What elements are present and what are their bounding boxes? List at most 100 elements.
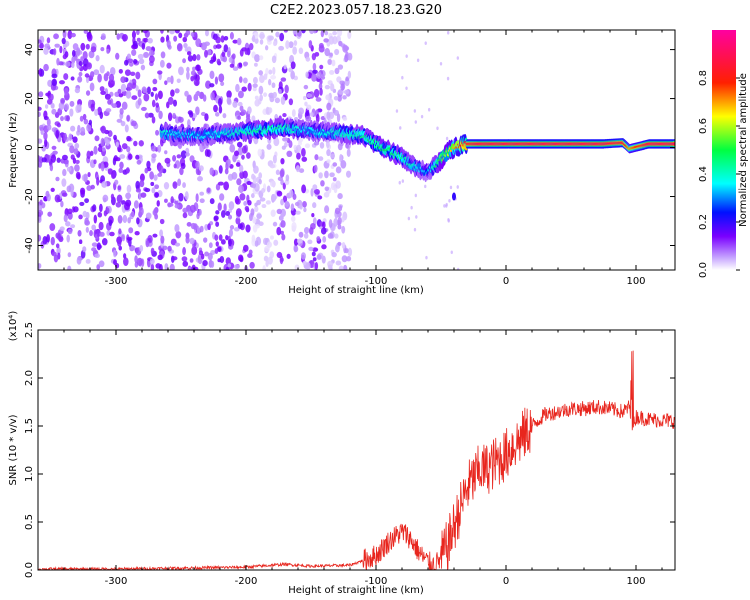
noise-speckle [214, 234, 219, 241]
noise-speckle [74, 87, 81, 94]
noise-speckle [290, 70, 295, 80]
noise-speckle [142, 30, 149, 34]
noise-speckle [209, 70, 215, 80]
noise-speckle [58, 80, 65, 85]
noise-speckle [182, 207, 189, 213]
noise-speckle [159, 229, 164, 237]
noise-speckle [72, 43, 79, 51]
noise-speckle [223, 181, 230, 191]
noise-speckle [347, 30, 352, 40]
noise-speckle [332, 177, 337, 182]
noise-speckle [63, 87, 69, 96]
noise-speckle [62, 54, 67, 60]
noise-speckle [436, 126, 439, 131]
noise-speckle [195, 106, 200, 116]
noise-speckle [121, 101, 128, 110]
noise-speckle [210, 91, 215, 101]
noise-speckle [155, 102, 160, 108]
noise-speckle [154, 184, 160, 190]
x-tick-label: 0 [503, 276, 509, 287]
noise-speckle [279, 32, 285, 42]
noise-speckle [144, 187, 151, 193]
noise-speckle [79, 201, 85, 207]
noise-speckle [326, 102, 332, 111]
noise-speckle [184, 46, 188, 52]
noise-speckle [251, 193, 255, 199]
noise-speckle [181, 256, 188, 262]
noise-speckle [245, 224, 251, 233]
noise-speckle [71, 56, 76, 65]
noise-speckle [106, 71, 110, 77]
noise-speckle [169, 30, 176, 35]
noise-speckle [331, 252, 337, 258]
noise-speckle [215, 221, 220, 227]
noise-speckle [209, 59, 214, 64]
noise-speckle [66, 115, 71, 122]
y-tick-label: -40 [24, 237, 35, 253]
noise-speckle [49, 164, 54, 172]
noise-speckle [128, 227, 134, 234]
noise-speckle [53, 48, 57, 56]
noise-speckle [280, 96, 286, 105]
snr-y-axis: 0.0 0.5 1.0 1.5 2.0 2.5 [24, 322, 675, 578]
noise-speckle [182, 260, 189, 267]
noise-speckle [117, 214, 123, 224]
noise-speckle [141, 106, 147, 111]
noise-speckle [276, 208, 282, 215]
noise-speckle [100, 137, 105, 147]
noise-speckle [258, 85, 264, 95]
noise-speckle [189, 237, 195, 245]
noise-speckle [270, 180, 276, 188]
noise-speckle [237, 90, 244, 99]
noise-speckle [172, 99, 178, 107]
noise-speckle [83, 118, 89, 125]
noise-speckle [237, 115, 241, 120]
noise-speckle [424, 184, 427, 189]
noise-speckle [212, 53, 217, 63]
noise-speckle [146, 86, 151, 95]
noise-speckle [238, 254, 244, 262]
colorbar-ticks: 0.0 0.2 0.4 0.6 0.8 [698, 70, 740, 278]
x-tick-label: -300 [105, 576, 128, 587]
noise-speckle [89, 82, 95, 92]
noise-speckle [100, 90, 106, 95]
noise-speckle [152, 78, 158, 85]
noise-speckle [73, 148, 79, 155]
noise-speckle [342, 44, 349, 53]
noise-speckle [405, 54, 408, 58]
noise-speckle [202, 259, 208, 267]
noise-speckle [38, 138, 43, 144]
noise-speckle [258, 70, 264, 76]
noise-speckle [92, 204, 97, 212]
snr-x-axis: -300 -200 -100 0 100 [37, 330, 663, 587]
noise-speckle [254, 95, 259, 100]
noise-speckle [131, 120, 137, 127]
noise-speckle [218, 165, 223, 174]
noise-speckle [54, 194, 61, 203]
noise-speckle [50, 154, 57, 163]
noise-speckle [280, 77, 287, 82]
noise-speckle [315, 113, 320, 123]
noise-speckle [228, 201, 235, 211]
noise-speckle [127, 217, 132, 224]
noise-speckle [139, 244, 144, 252]
noise-speckle [272, 91, 277, 99]
noise-speckle [110, 193, 115, 200]
noise-speckle [333, 218, 338, 227]
noise-speckle [414, 193, 418, 198]
noise-speckle [124, 69, 131, 76]
noise-speckle [253, 165, 259, 174]
noise-speckle [210, 260, 215, 268]
noise-speckle [298, 47, 304, 55]
noise-speckle [420, 114, 424, 119]
noise-speckle [296, 152, 301, 160]
noise-speckle [150, 145, 157, 152]
noise-speckle [100, 33, 106, 40]
noise-speckle [223, 35, 229, 41]
noise-speckle [135, 71, 141, 80]
noise-speckle [252, 216, 257, 224]
noise-speckle [326, 159, 331, 164]
noise-speckle [94, 253, 100, 259]
noise-speckle [336, 30, 343, 37]
